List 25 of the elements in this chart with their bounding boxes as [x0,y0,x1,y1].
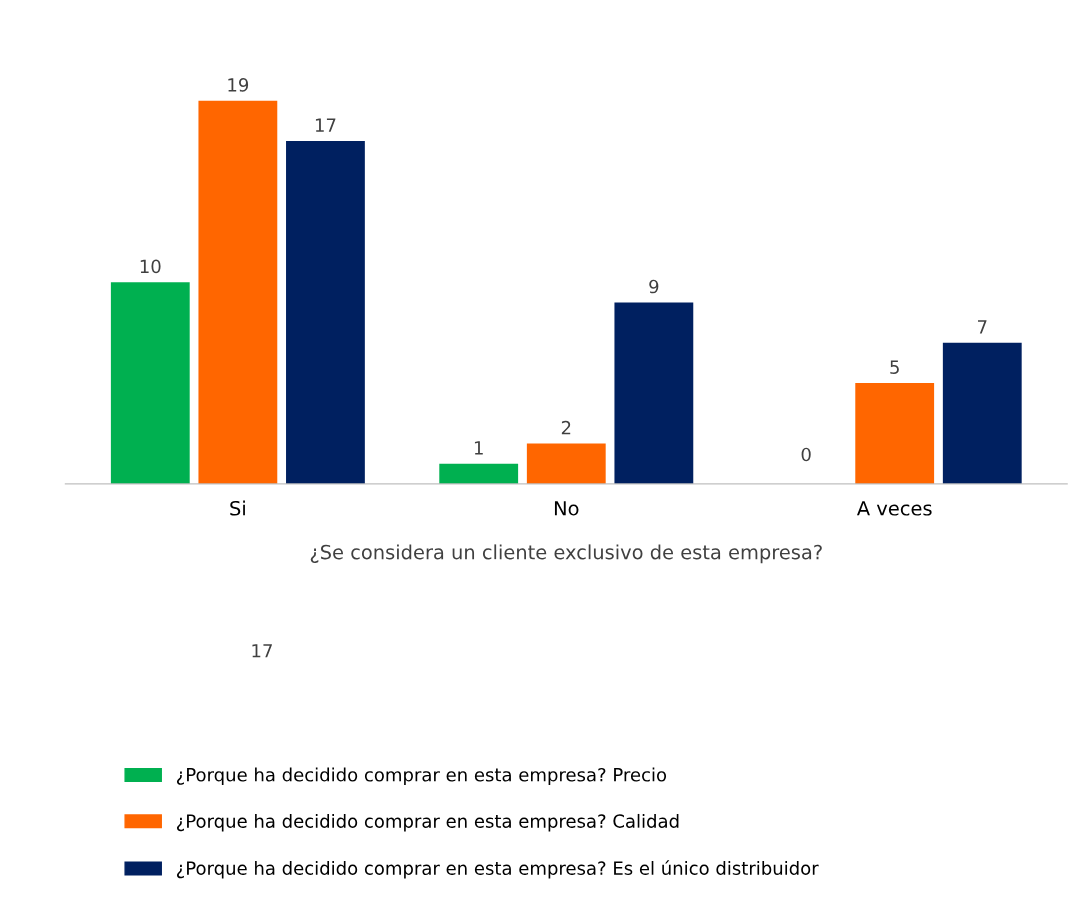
bar [439,463,519,484]
legend-label: ¿Porque ha decidido comprar en esta empresa? Es el único distribuidor [176,860,819,879]
data-label: 19 [228,78,249,92]
x-tick-label: No [554,501,579,516]
bar [614,302,694,484]
bar [855,383,935,484]
data-label: 9 [649,279,659,294]
data-label: 1 [474,441,483,455]
bar [942,342,1022,484]
bar [526,443,606,484]
data-label: 5 [890,360,899,375]
bar [198,100,278,484]
data-label: 17 [315,118,336,132]
data-label: 2 [561,420,571,435]
bar [286,141,365,484]
bar [110,282,190,484]
text: 17 [252,644,272,658]
x-tick-label: A veces [856,501,932,516]
annotation: 0 [801,447,811,462]
legend-label: ¿Porque ha decidido comprar en esta empresa? Precio [176,767,667,786]
legend-label: ¿Porque ha decidido comprar en esta empresa? Calidad [176,813,679,832]
data-label: 7 [978,320,987,334]
data-label: 10 [140,259,161,274]
x-axis-title: ¿Se considera un cliente exclusivo de esta empresa? [310,544,822,564]
x-tick-label: Si [230,500,245,516]
